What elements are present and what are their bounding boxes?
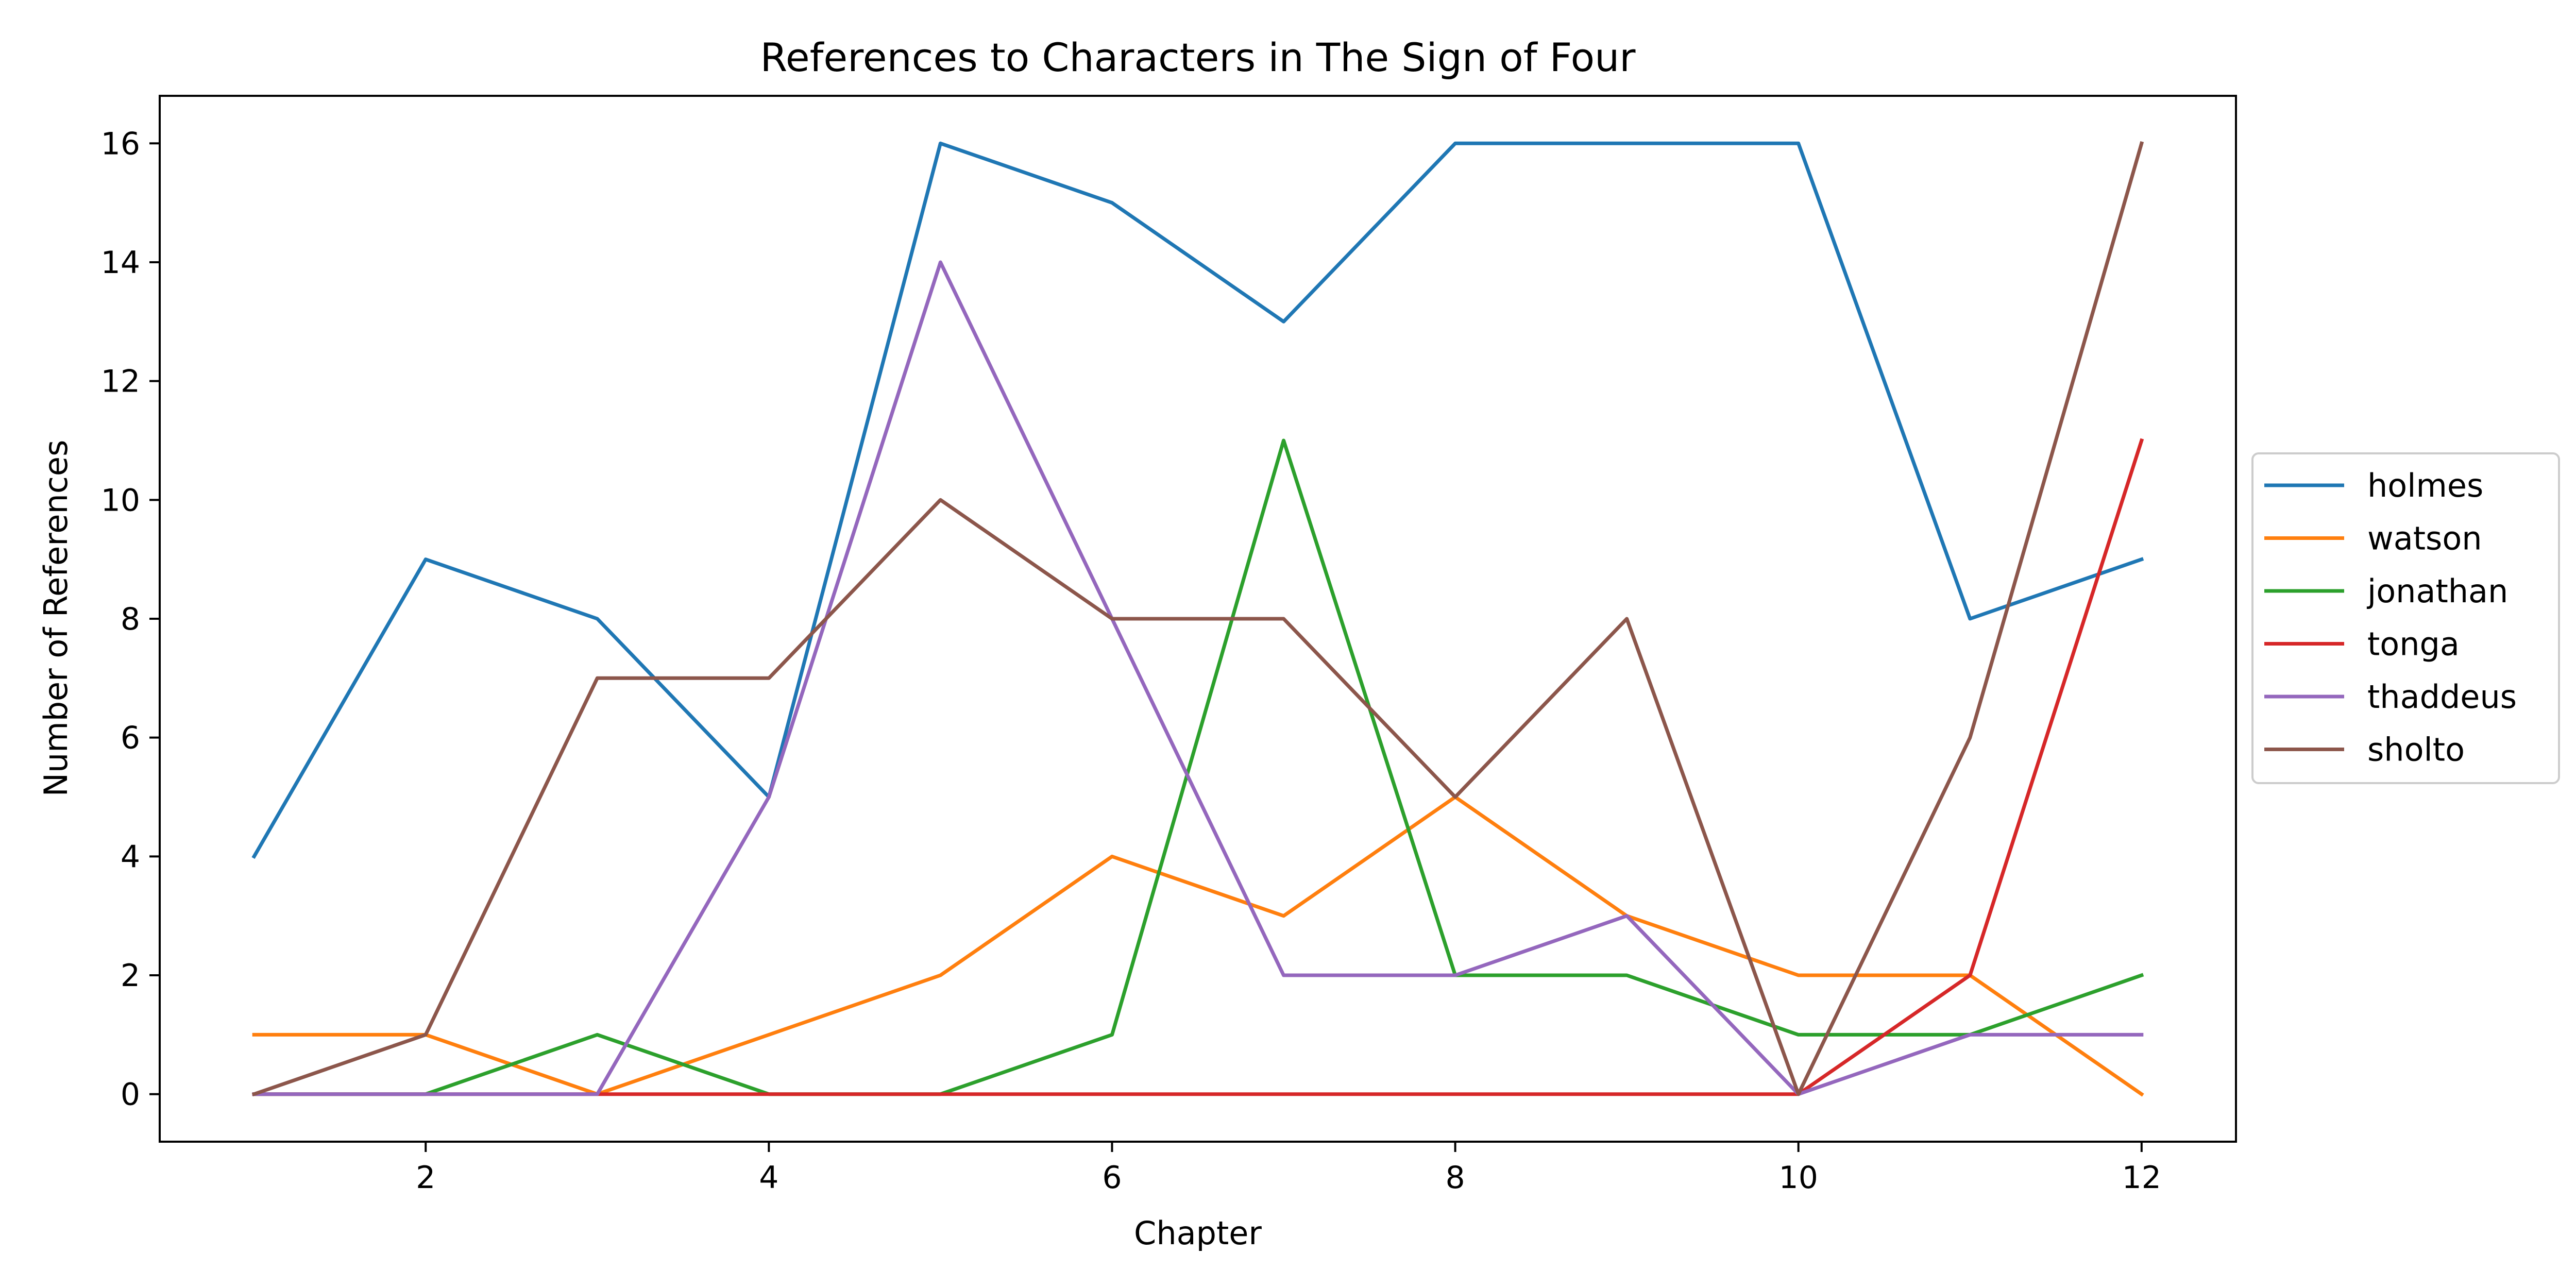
legend: holmes watson jonathan tonga thaddeus sholto xyxy=(2251,452,2560,784)
legend-box xyxy=(2251,452,2560,784)
legend-label-thaddeus: thaddeus xyxy=(2367,678,2517,716)
legend-label-tonga: tonga xyxy=(2367,625,2460,663)
x-tick-label: 10 xyxy=(1779,1160,1818,1196)
y-tick-label: 4 xyxy=(121,839,140,875)
y-axis-title: Number of References xyxy=(37,440,75,797)
x-tick-label: 12 xyxy=(2122,1160,2161,1196)
x-tick-label: 8 xyxy=(1445,1160,1465,1196)
legend-label-sholto: sholto xyxy=(2367,731,2465,769)
x-tick-label: 2 xyxy=(416,1160,435,1196)
y-tick-label: 10 xyxy=(101,482,140,518)
x-axis-ticks: 2 4 6 8 10 12 xyxy=(416,1142,2161,1196)
legend-label-watson: watson xyxy=(2367,520,2482,557)
x-axis-title: Chapter xyxy=(1134,1214,1262,1252)
y-tick-label: 8 xyxy=(121,601,140,637)
y-tick-label: 14 xyxy=(101,245,140,281)
y-axis-ticks: 0 2 4 6 8 10 12 14 16 xyxy=(101,126,160,1113)
legend-label-jonathan: jonathan xyxy=(2366,572,2508,610)
series-line-thaddeus xyxy=(252,260,2144,1096)
y-tick-label: 16 xyxy=(101,126,140,162)
series-line-jonathan xyxy=(252,438,2144,1096)
series-line-watson xyxy=(252,795,2144,1097)
y-tick-label: 12 xyxy=(101,364,140,400)
y-tick-label: 0 xyxy=(121,1077,140,1113)
chart-title: References to Characters in The Sign of … xyxy=(760,35,1636,80)
x-tick-label: 4 xyxy=(759,1160,778,1196)
series-line-tonga xyxy=(252,438,2144,1096)
y-tick-label: 6 xyxy=(121,720,140,756)
plot-lines xyxy=(251,141,2144,1097)
y-tick-label: 2 xyxy=(121,958,140,994)
series-line-sholto xyxy=(251,141,2144,1097)
x-tick-label: 6 xyxy=(1102,1160,1122,1196)
series-line-holmes xyxy=(251,141,2144,859)
legend-label-holmes: holmes xyxy=(2367,467,2483,504)
